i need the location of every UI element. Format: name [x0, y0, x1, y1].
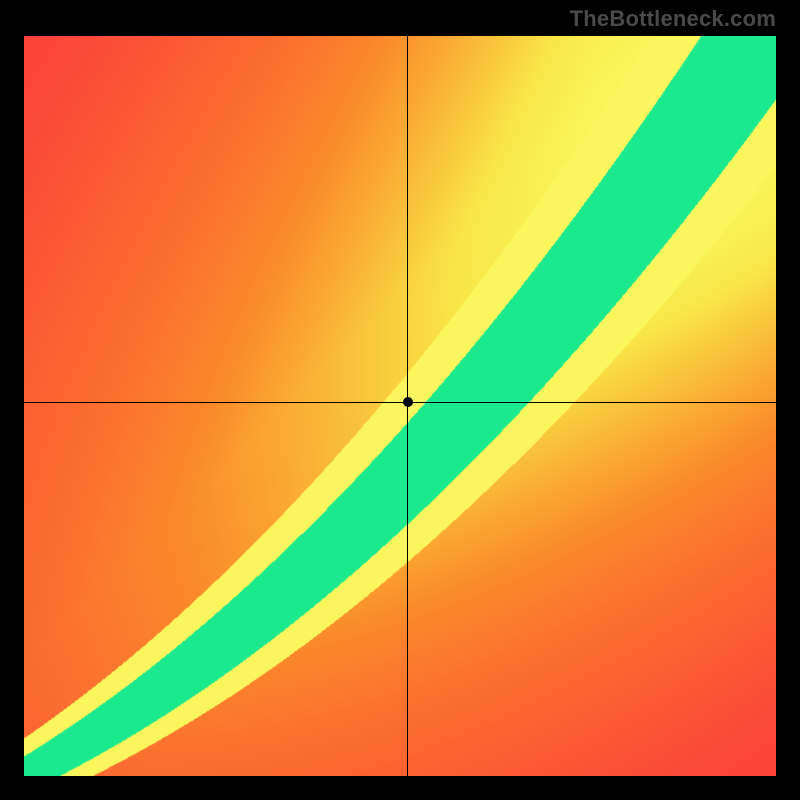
heatmap-frame [24, 36, 776, 776]
crosshair-horizontal [24, 402, 776, 403]
watermark-text: TheBottleneck.com [570, 6, 776, 32]
viewport: TheBottleneck.com [0, 0, 800, 800]
bottleneck-heatmap [24, 36, 776, 776]
crosshair-marker-dot [403, 397, 413, 407]
